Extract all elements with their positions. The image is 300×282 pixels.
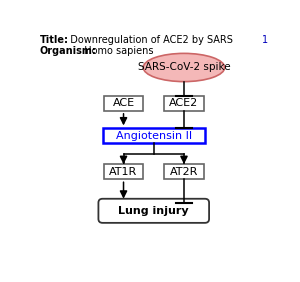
FancyBboxPatch shape [103,128,205,144]
Text: Organism:: Organism: [40,46,97,56]
Text: Angiotensin II: Angiotensin II [116,131,192,141]
Text: AT2R: AT2R [170,167,198,177]
Text: Homo sapiens: Homo sapiens [78,46,154,56]
Text: Lung injury: Lung injury [118,206,189,216]
Text: ACE: ACE [112,98,135,108]
FancyBboxPatch shape [164,164,204,179]
Text: ACE2: ACE2 [169,98,199,108]
Text: 1: 1 [262,35,268,45]
FancyBboxPatch shape [104,164,143,179]
Text: Title:: Title: [40,35,69,45]
FancyBboxPatch shape [104,96,143,111]
FancyBboxPatch shape [164,96,204,111]
FancyBboxPatch shape [98,199,209,223]
Text: Downregulation of ACE2 by SARS: Downregulation of ACE2 by SARS [64,35,233,45]
Text: AT1R: AT1R [110,167,138,177]
Text: SARS-CoV-2 spike: SARS-CoV-2 spike [138,63,230,72]
Ellipse shape [143,53,225,81]
